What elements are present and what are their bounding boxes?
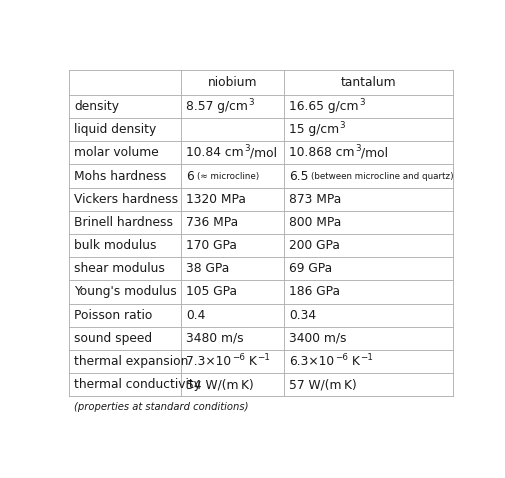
Text: 0.4: 0.4	[186, 309, 206, 322]
Text: thermal expansion: thermal expansion	[74, 355, 188, 368]
Text: /mol: /mol	[250, 146, 277, 159]
Text: 16.65 g/cm: 16.65 g/cm	[289, 100, 359, 113]
Text: 3: 3	[359, 98, 365, 107]
Text: 15 g/cm: 15 g/cm	[289, 123, 339, 136]
Text: 6.5: 6.5	[289, 170, 309, 183]
Text: thermal conductivity: thermal conductivity	[74, 378, 201, 391]
Text: 3400 m/s: 3400 m/s	[289, 332, 347, 345]
Text: 3: 3	[340, 121, 345, 130]
Text: 7.3×10: 7.3×10	[186, 355, 232, 368]
Text: Mohs hardness: Mohs hardness	[74, 170, 167, 183]
Text: 6: 6	[186, 170, 194, 183]
Text: (properties at standard conditions): (properties at standard conditions)	[74, 402, 248, 412]
Text: (between microcline and quartz): (between microcline and quartz)	[312, 172, 454, 181]
Text: 3480 m/s: 3480 m/s	[186, 332, 244, 345]
Text: Vickers hardness: Vickers hardness	[74, 193, 178, 206]
Text: Brinell hardness: Brinell hardness	[74, 216, 173, 229]
Text: sound speed: sound speed	[74, 332, 152, 345]
Text: /mol: /mol	[361, 146, 388, 159]
Text: 8.57 g/cm: 8.57 g/cm	[186, 100, 248, 113]
Text: 186 GPa: 186 GPa	[289, 285, 340, 298]
Text: 6.3×10: 6.3×10	[289, 355, 334, 368]
Text: −6: −6	[232, 353, 245, 362]
Text: 800 MPa: 800 MPa	[289, 216, 341, 229]
Text: 10.868 cm: 10.868 cm	[289, 146, 355, 159]
Text: −1: −1	[360, 353, 373, 362]
Text: 69 GPa: 69 GPa	[289, 262, 332, 275]
Text: 200 GPa: 200 GPa	[289, 239, 340, 252]
Text: 54 W/(m K): 54 W/(m K)	[186, 378, 254, 391]
Text: 3: 3	[355, 144, 361, 153]
Text: liquid density: liquid density	[74, 123, 157, 136]
Text: 38 GPa: 38 GPa	[186, 262, 230, 275]
Text: bulk modulus: bulk modulus	[74, 239, 157, 252]
Text: 3: 3	[244, 144, 250, 153]
Text: 10.84 cm: 10.84 cm	[186, 146, 244, 159]
Text: K: K	[245, 355, 257, 368]
Text: molar volume: molar volume	[74, 146, 159, 159]
Text: 736 MPa: 736 MPa	[186, 216, 238, 229]
Text: Poisson ratio: Poisson ratio	[74, 309, 153, 322]
Text: K: K	[348, 355, 360, 368]
Text: 105 GPa: 105 GPa	[186, 285, 237, 298]
Text: −1: −1	[258, 353, 270, 362]
Text: 3: 3	[249, 98, 255, 107]
Text: Young's modulus: Young's modulus	[74, 285, 177, 298]
Text: 170 GPa: 170 GPa	[186, 239, 237, 252]
Text: tantalum: tantalum	[340, 76, 396, 89]
Text: niobium: niobium	[208, 76, 258, 89]
Text: 873 MPa: 873 MPa	[289, 193, 341, 206]
Text: density: density	[74, 100, 119, 113]
Text: −6: −6	[335, 353, 347, 362]
Text: 1320 MPa: 1320 MPa	[186, 193, 246, 206]
Text: shear modulus: shear modulus	[74, 262, 165, 275]
Text: (≈ microcline): (≈ microcline)	[197, 172, 259, 181]
Text: 57 W/(m K): 57 W/(m K)	[289, 378, 357, 391]
Text: 0.34: 0.34	[289, 309, 316, 322]
